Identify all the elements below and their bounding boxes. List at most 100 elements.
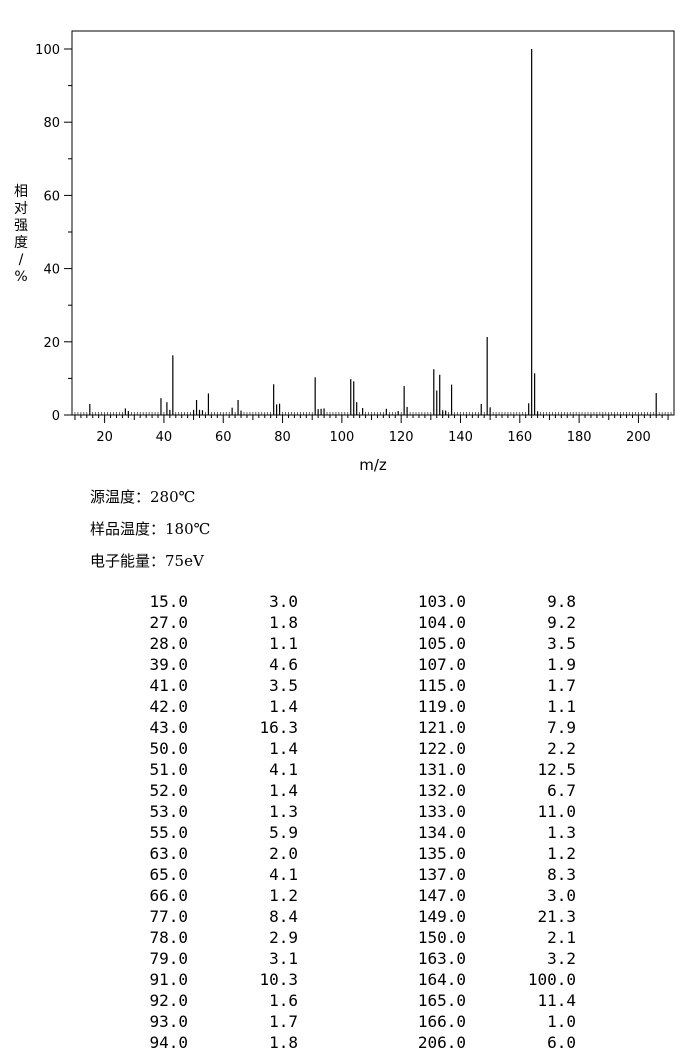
table-row: 43.0 16.3 121.0 7.9 xyxy=(0,718,696,739)
mz-cell: 132.0 xyxy=(417,781,466,800)
mz-cell: 134.0 xyxy=(417,823,466,842)
intensity-cell: 1.8 xyxy=(269,1033,298,1052)
mz-cell: 163.0 xyxy=(417,949,466,968)
x-tick-label: 60 xyxy=(215,430,232,445)
y-tick-label: 80 xyxy=(43,116,60,131)
intensity-cell: 1.2 xyxy=(269,886,298,905)
mz-cell: 164.0 xyxy=(417,970,466,989)
y-axis-label-char: 强 xyxy=(14,218,28,234)
table-row: 51.0 4.1 131.0 12.5 xyxy=(0,760,696,781)
mz-cell: 27.0 xyxy=(149,613,188,632)
intensity-cell: 4.6 xyxy=(269,655,298,674)
intensity-cell: 1.2 xyxy=(547,844,576,863)
source-temperature: 源温度：280℃ xyxy=(90,488,196,506)
mz-cell: 79.0 xyxy=(149,949,188,968)
table-row: 79.0 3.1 163.0 3.2 xyxy=(0,949,696,970)
x-tick-label: 120 xyxy=(389,430,414,445)
mz-cell: 115.0 xyxy=(417,676,466,695)
intensity-cell: 6.0 xyxy=(547,1033,576,1052)
intensity-cell: 1.4 xyxy=(269,739,298,758)
table-row: 91.0 10.3 164.0 100.0 xyxy=(0,970,696,991)
intensity-cell: 16.3 xyxy=(259,718,298,737)
mz-cell: 52.0 xyxy=(149,781,188,800)
mass-spectrum-chart: 20 40 60 80 100 120 140 160 180 200 020406080100 … xyxy=(14,30,675,474)
mz-cell: 93.0 xyxy=(149,1012,188,1031)
mz-cell: 78.0 xyxy=(149,928,188,947)
intensity-cell: 1.4 xyxy=(269,697,298,716)
intensity-cell: 4.1 xyxy=(269,760,298,779)
y-tick-label: 0 xyxy=(52,409,60,424)
table-row: 50.0 1.4 122.0 2.2 xyxy=(0,739,696,760)
intensity-cell: 8.4 xyxy=(269,907,298,926)
mz-cell: 150.0 xyxy=(417,928,466,947)
y-tick-label: 20 xyxy=(43,336,60,351)
table-row: 77.0 8.4 149.0 21.3 xyxy=(0,907,696,928)
intensity-cell: 2.2 xyxy=(547,739,576,758)
peak-table: 15.0 3.0 103.0 9.8 27.0 1.8 104.0 9.2 28.0 1.1 105… xyxy=(0,592,696,1054)
intensity-cell: 100.0 xyxy=(527,970,576,989)
x-tick-label: 100 xyxy=(329,430,354,445)
intensity-cell: 4.1 xyxy=(269,865,298,884)
x-tick-label: 80 xyxy=(274,430,291,445)
intensity-cell: 1.7 xyxy=(269,1012,298,1031)
mz-cell: 41.0 xyxy=(149,676,188,695)
y-axis-label: 相对强度/% xyxy=(14,184,28,285)
y-axis-label-char: / xyxy=(19,252,24,268)
mz-cell: 103.0 xyxy=(417,592,466,611)
table-row: 53.0 1.3 133.0 11.0 xyxy=(0,802,696,823)
mz-cell: 137.0 xyxy=(417,865,466,884)
table-row: 93.0 1.7 166.0 1.0 xyxy=(0,1012,696,1033)
mz-cell: 166.0 xyxy=(417,1012,466,1031)
electron-energy: 电子能量：75eV xyxy=(90,552,204,570)
intensity-cell: 9.2 xyxy=(547,613,576,632)
x-tick-label: 160 xyxy=(507,430,532,445)
mz-cell: 15.0 xyxy=(149,592,188,611)
table-row: 52.0 1.4 132.0 6.7 xyxy=(0,781,696,802)
y-tick-label: 100 xyxy=(35,43,60,58)
intensity-cell: 1.1 xyxy=(269,634,298,653)
intensity-cell: 1.8 xyxy=(269,613,298,632)
y-axis-ticks: 0 20 40 60 80 100 xyxy=(35,43,72,424)
mz-cell: 39.0 xyxy=(149,655,188,674)
table-row: 55.0 5.9 134.0 1.3 xyxy=(0,823,696,844)
mz-cell: 53.0 xyxy=(149,802,188,821)
mz-cell: 107.0 xyxy=(417,655,466,674)
table-row: 15.0 3.0 103.0 9.8 xyxy=(0,592,696,613)
intensity-cell: 3.5 xyxy=(547,634,576,653)
table-row: 42.0 1.4 119.0 1.1 xyxy=(0,697,696,718)
mz-cell: 92.0 xyxy=(149,991,188,1010)
intensity-cell: 3.5 xyxy=(269,676,298,695)
intensity-cell: 11.0 xyxy=(537,802,576,821)
intensity-cell: 3.0 xyxy=(269,592,298,611)
sample-temperature: 样品温度：180℃ xyxy=(90,520,211,538)
table-row: 28.0 1.1 105.0 3.5 xyxy=(0,634,696,655)
y-axis-label-char: % xyxy=(14,269,27,285)
mz-cell: 147.0 xyxy=(417,886,466,905)
x-tick-label: 40 xyxy=(156,430,173,445)
x-tick-label: 200 xyxy=(626,430,651,445)
mz-cell: 66.0 xyxy=(149,886,188,905)
mz-cell: 206.0 xyxy=(417,1033,466,1052)
intensity-cell: 1.3 xyxy=(269,802,298,821)
table-row: 65.0 4.1 137.0 8.3 xyxy=(0,865,696,886)
mz-cell: 51.0 xyxy=(149,760,188,779)
intensity-cell: 1.0 xyxy=(547,1012,576,1031)
mz-cell: 135.0 xyxy=(417,844,466,863)
intensity-cell: 6.7 xyxy=(547,781,576,800)
intensity-cell: 1.6 xyxy=(269,991,298,1010)
intensity-cell: 1.1 xyxy=(547,697,576,716)
intensity-cell: 1.9 xyxy=(547,655,576,674)
intensity-cell: 8.3 xyxy=(547,865,576,884)
mz-cell: 63.0 xyxy=(149,844,188,863)
intensity-cell: 3.2 xyxy=(547,949,576,968)
table-row: 78.0 2.9 150.0 2.1 xyxy=(0,928,696,949)
mz-cell: 91.0 xyxy=(149,970,188,989)
x-axis-ticks: 20 40 60 80 100 120 140 160 180 200 xyxy=(74,415,669,445)
mz-cell: 122.0 xyxy=(417,739,466,758)
y-axis-label-char: 对 xyxy=(14,201,28,217)
mz-cell: 43.0 xyxy=(149,718,188,737)
intensity-cell: 12.5 xyxy=(537,760,576,779)
y-axis-label-char: 相 xyxy=(14,184,28,200)
intensity-cell: 3.1 xyxy=(269,949,298,968)
mz-cell: 149.0 xyxy=(417,907,466,926)
